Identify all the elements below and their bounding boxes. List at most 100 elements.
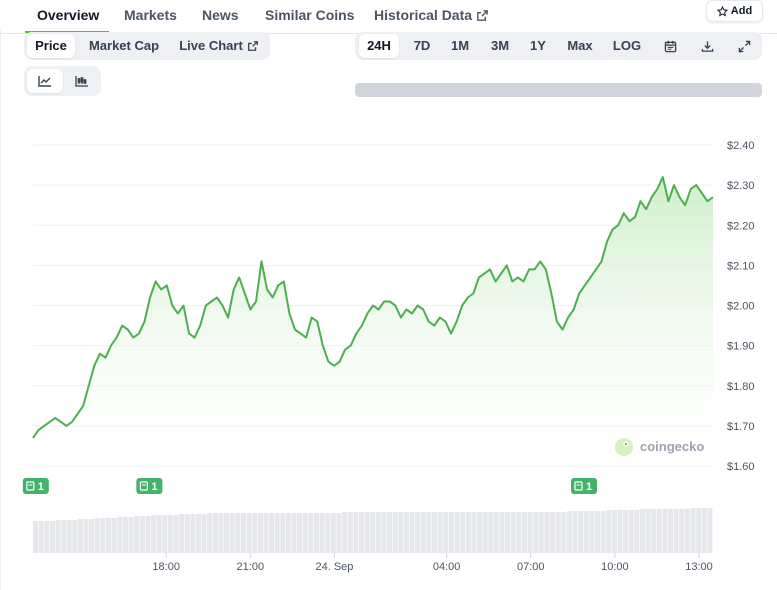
volume-bar: [55, 520, 61, 553]
volume-bar: [656, 509, 662, 553]
range-3m[interactable]: 3M: [490, 38, 510, 53]
volume-bar: [690, 508, 696, 553]
volume-bar: [403, 512, 409, 553]
news-icon: [26, 481, 35, 491]
volume-bar: [443, 512, 449, 553]
volume-bar: [274, 513, 280, 553]
range-1m[interactable]: 1M: [450, 38, 470, 53]
volume-bar: [61, 520, 67, 553]
volume-bar: [589, 511, 595, 553]
volume-bar: [448, 512, 454, 553]
tab-news[interactable]: News: [202, 7, 239, 23]
volume-bar: [673, 509, 679, 553]
chart-type-market-cap[interactable]: Market Cap: [88, 38, 160, 53]
volume-bar: [527, 512, 533, 553]
y-tick-label: $2.00: [727, 301, 755, 313]
volume-bar: [606, 510, 612, 553]
chart-type-live-chart[interactable]: Live Chart: [174, 34, 264, 58]
volume-bar: [218, 513, 224, 553]
news-icon: [139, 481, 148, 491]
y-tick-label: $1.80: [727, 381, 755, 393]
volume-bar: [190, 514, 196, 553]
line-view-button[interactable]: [27, 69, 63, 93]
candlestick-view-button[interactable]: [65, 69, 99, 93]
tab-overview[interactable]: Overview: [37, 7, 100, 23]
volume-bar: [566, 511, 572, 553]
volume-bar: [224, 513, 230, 553]
volume-bar: [623, 510, 629, 553]
tab-markets[interactable]: Markets: [124, 7, 177, 23]
volume-bar: [325, 513, 331, 553]
volume-bar: [246, 513, 252, 553]
tab-similar-coins[interactable]: Similar Coins: [265, 7, 355, 23]
add-watchlist-button[interactable]: Add: [706, 0, 763, 22]
volume-bar: [319, 513, 325, 553]
volume-bar: [83, 519, 89, 553]
y-tick-label: $2.40: [727, 140, 755, 152]
x-tick-label: 21:00: [237, 561, 265, 573]
volume-bar: [347, 512, 353, 553]
volume-bar: [280, 513, 286, 553]
volume-bar: [679, 509, 685, 553]
volume-bar: [72, 520, 78, 553]
x-tick-label: 10:00: [601, 561, 629, 573]
watermark-text: coingecko: [640, 439, 704, 454]
volume-bar: [89, 519, 95, 553]
volume-bar: [257, 513, 263, 553]
volume-bar: [578, 511, 584, 553]
view-toggle: [24, 66, 101, 96]
range-7d[interactable]: 7D: [413, 38, 431, 53]
volume-bar: [696, 508, 702, 553]
volume-bar: [100, 518, 106, 553]
volume-bar: [516, 512, 522, 553]
volume-bars: [33, 508, 713, 553]
volume-bar: [538, 512, 544, 553]
range-max[interactable]: Max: [567, 38, 593, 53]
volume-bar: [701, 508, 707, 553]
volume-bar: [94, 518, 100, 553]
volume-bar: [600, 511, 606, 553]
volume-bar: [44, 521, 50, 553]
live-chart-label: Live Chart: [179, 38, 243, 53]
star-icon: [716, 5, 728, 16]
tab-historical-data[interactable]: Historical Data: [374, 7, 489, 23]
time-range-selector: 24H 7D 1M 3M 1Y Max LOG: [355, 32, 762, 60]
volume-bar: [313, 513, 320, 553]
volume-bar: [505, 512, 511, 553]
volume-bar: [302, 513, 308, 553]
volume-bar: [263, 513, 269, 553]
volume-bar: [561, 512, 567, 553]
volume-bar: [651, 509, 657, 553]
volume-bar: [77, 519, 83, 553]
candlestick-chart-icon: [75, 76, 88, 87]
volume-bar: [240, 513, 246, 553]
chart-type-price[interactable]: Price: [27, 34, 75, 58]
event-count: 1: [151, 481, 157, 493]
volume-bar: [184, 514, 190, 553]
volume-bar: [684, 509, 690, 553]
calendar-button[interactable]: [655, 34, 685, 58]
volume-bar: [544, 512, 550, 553]
volume-bar: [471, 512, 477, 553]
volume-bar: [285, 513, 291, 553]
volume-bar: [381, 512, 387, 553]
scale-log[interactable]: LOG: [612, 38, 642, 53]
download-button[interactable]: [692, 34, 722, 58]
volume-bar: [634, 510, 640, 553]
volume-bar: [521, 512, 527, 553]
volume-bar: [195, 514, 201, 553]
expand-button[interactable]: [729, 34, 759, 58]
price-area-fill: [33, 177, 713, 466]
volume-bar: [66, 520, 72, 553]
range-24h[interactable]: 24H: [359, 34, 399, 58]
volume-bar: [493, 512, 499, 553]
range-1y[interactable]: 1Y: [530, 38, 546, 53]
left-divider: [0, 30, 1, 590]
volume-bar: [488, 512, 494, 553]
x-tick-label: 07:00: [517, 561, 545, 573]
volume-bar: [297, 513, 303, 553]
volume-bar: [555, 512, 561, 553]
volume-bar: [308, 513, 314, 553]
volume-bar: [252, 513, 258, 553]
